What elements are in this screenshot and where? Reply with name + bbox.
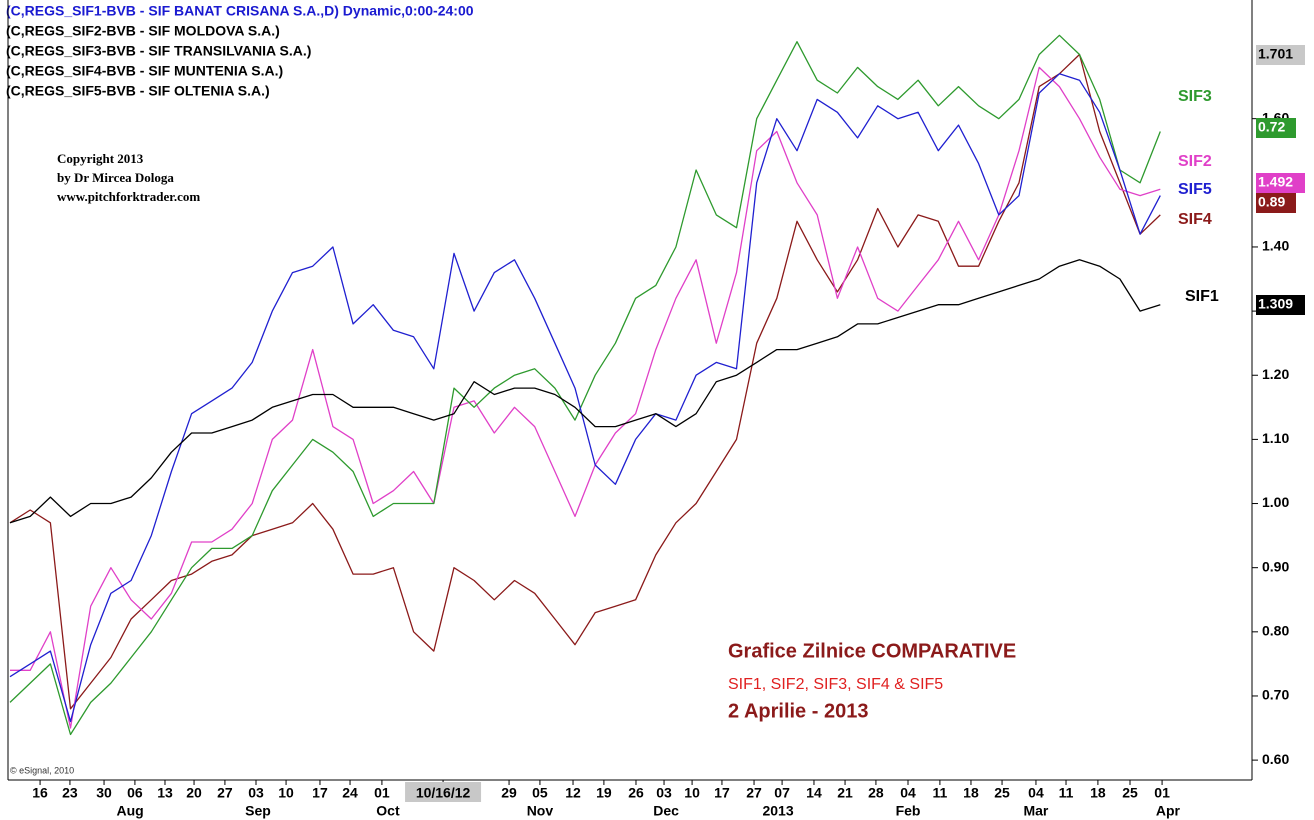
- series-line: [10, 66, 1161, 729]
- annotation: 2 Aprilie - 2013: [728, 700, 868, 722]
- copyright: by Dr Mircea Dologa: [57, 170, 174, 185]
- month-label: Mar: [1023, 803, 1048, 819]
- x-tick-label: 19: [596, 785, 612, 801]
- x-tick-label: 16: [32, 785, 48, 801]
- x-tick-label: 26: [628, 785, 644, 801]
- copyright: Copyright 2013: [57, 151, 144, 166]
- month-label: Feb: [896, 803, 921, 819]
- series-line: [9, 259, 1161, 524]
- series-label: SIF3: [1178, 88, 1212, 105]
- month-label: Nov: [527, 803, 554, 819]
- month-label: Aug: [116, 803, 143, 819]
- price-tag-label: 0.89: [1258, 194, 1285, 210]
- x-tick-label: 10: [684, 785, 700, 801]
- x-tick-label: 01: [1154, 785, 1170, 801]
- x-tick-label: 23: [62, 785, 78, 801]
- x-tick-label: 10/16/12: [416, 785, 471, 801]
- month-label: 2013: [762, 803, 793, 819]
- series-label: SIF5: [1178, 181, 1212, 198]
- x-tick-label: 17: [714, 785, 730, 801]
- legend-entry: (C,REGS_SIF3-BVB - SIF TRANSILVANIA S.A.…: [6, 43, 311, 59]
- series-label: SIF1: [1185, 288, 1219, 305]
- x-tick-label: 10: [278, 785, 294, 801]
- x-tick-label: 30: [96, 785, 112, 801]
- x-tick-label: 18: [1090, 785, 1106, 801]
- plot-lines: [9, 34, 1161, 736]
- copyright: www.pitchforktrader.com: [57, 189, 200, 204]
- x-tick-label: 01: [374, 785, 390, 801]
- texts: 0.600.700.800.901.001.101.201.301.401.60…: [6, 3, 1305, 819]
- x-tick-label: 05: [532, 785, 548, 801]
- x-tick-label: 03: [248, 785, 264, 801]
- x-tick-label: 06: [127, 785, 143, 801]
- x-tick-label: 07: [774, 785, 790, 801]
- x-tick-label: 17: [312, 785, 328, 801]
- x-tick-label: 03: [656, 785, 672, 801]
- series-line: [9, 73, 1161, 723]
- x-tick-label: 21: [837, 785, 853, 801]
- price-tag-label: 1.309: [1258, 296, 1293, 312]
- price-tag-label: 1.701: [1258, 46, 1293, 62]
- price-tag: [1256, 173, 1305, 193]
- series-label: SIF4: [1178, 211, 1212, 228]
- series-line: [9, 53, 1161, 710]
- x-tick-label: 29: [501, 785, 517, 801]
- credit: © eSignal, 2010: [10, 765, 74, 775]
- month-label: Sep: [245, 803, 271, 819]
- y-tick-label: 0.80: [1262, 623, 1289, 639]
- x-tick-label: 18: [963, 785, 979, 801]
- price-tag-label: 0.72: [1258, 119, 1285, 135]
- legend-entry: (C,REGS_SIF4-BVB - SIF MUNTENIA S.A.): [6, 63, 283, 79]
- x-tick-label: 25: [994, 785, 1010, 801]
- y-tick-label: 1.20: [1262, 366, 1289, 382]
- legend-entry: (C,REGS_SIF5-BVB - SIF OLTENIA S.A.): [6, 83, 270, 99]
- annotation: SIF1, SIF2, SIF3, SIF4 & SIF5: [728, 676, 943, 693]
- x-tick-label: 04: [1028, 785, 1044, 801]
- x-tick-label: 13: [157, 785, 173, 801]
- y-tick-label: 1.00: [1262, 494, 1289, 510]
- price-tag: [1256, 118, 1296, 138]
- month-label: Apr: [1156, 803, 1181, 819]
- price-tag-label: 1.492: [1258, 174, 1293, 190]
- x-tick-label: 11: [1059, 785, 1074, 801]
- y-tick-label: 1.40: [1262, 238, 1289, 254]
- series-label: SIF2: [1178, 153, 1212, 170]
- month-label: Oct: [376, 803, 400, 819]
- legend-entry: (C,REGS_SIF1-BVB - SIF BANAT CRISANA S.A…: [6, 3, 474, 19]
- price-tag: [1256, 45, 1305, 65]
- x-tick-label: 27: [746, 785, 762, 801]
- x-tick-label: 20: [186, 785, 202, 801]
- y-tick-label: 0.90: [1262, 558, 1289, 574]
- price-tag: [1256, 295, 1305, 315]
- legend-entry: (C,REGS_SIF2-BVB - SIF MOLDOVA S.A.): [6, 23, 280, 39]
- y-tick-label: 1.10: [1262, 430, 1289, 446]
- x-tick-label: 14: [806, 785, 822, 801]
- axes: [39, 118, 1258, 785]
- x-tick-label: 28: [868, 785, 884, 801]
- annotation: Grafice Zilnice COMPARATIVE: [728, 640, 1016, 662]
- x-tick-label: 12: [565, 785, 581, 801]
- x-tick-label: 04: [900, 785, 916, 801]
- x-tick-label: 27: [217, 785, 233, 801]
- x-tick-label: 25: [1122, 785, 1138, 801]
- y-tick-label: 0.60: [1262, 751, 1289, 767]
- x-tick-label: 11: [932, 785, 947, 801]
- series-line: [9, 34, 1161, 736]
- cursor-date-box: [405, 782, 482, 802]
- x-tick-label: 24: [342, 785, 358, 801]
- price-tag: [1256, 193, 1296, 213]
- y-tick-label: 0.70: [1262, 687, 1289, 703]
- month-label: Dec: [653, 803, 679, 819]
